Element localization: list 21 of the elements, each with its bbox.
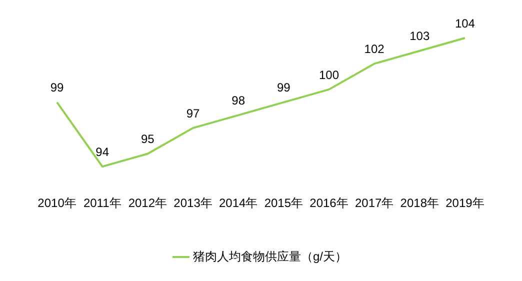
data-label: 98 <box>232 93 246 108</box>
data-label: 104 <box>454 16 476 30</box>
x-tick-label: 2018年 <box>400 196 439 210</box>
x-tick-label: 2017年 <box>354 196 394 210</box>
x-tick-label: 2015年 <box>264 196 304 210</box>
x-tick-label: 2012年 <box>128 196 168 210</box>
data-label: 97 <box>186 106 200 120</box>
x-tick-label: 2014年 <box>218 196 258 210</box>
x-tick-label: 2016年 <box>310 196 348 210</box>
data-label: 99 <box>50 80 64 95</box>
data-label: 102 <box>364 42 385 56</box>
data-label: 99 <box>276 80 291 95</box>
data-label: 100 <box>318 68 340 82</box>
legend-label: 猪肉人均食物供应量（g/天） <box>192 249 348 264</box>
x-tick-label: 2011年 <box>83 196 122 210</box>
x-tick-label: 2019年 <box>446 196 484 210</box>
x-tick-label: 2010年 <box>38 196 76 210</box>
x-tick-label: 2013年 <box>174 196 212 210</box>
data-label: 95 <box>141 132 155 146</box>
data-label: 94 <box>96 144 110 159</box>
data-label: 103 <box>410 29 430 44</box>
